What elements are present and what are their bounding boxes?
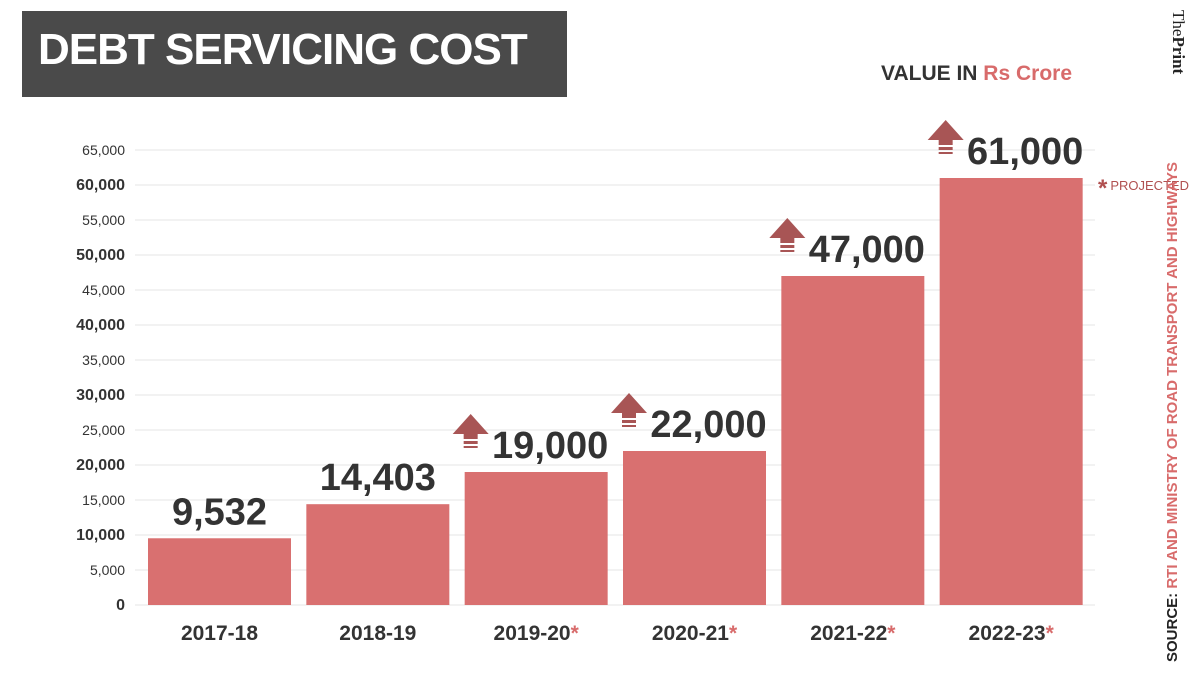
bar (939, 178, 1083, 605)
data-label: 47,000 (809, 229, 925, 271)
chart-title: DEBT SERVICING COST (38, 25, 528, 74)
y-tick-label: 30,000 (76, 387, 125, 404)
x-tick-label: 2021-22* (810, 622, 896, 645)
y-tick-label: 65,000 (82, 142, 125, 158)
increase-arrow-icon (927, 120, 964, 154)
y-tick-label: 45,000 (82, 282, 125, 298)
data-label: 61,000 (967, 131, 1083, 173)
increase-arrow-icon (769, 218, 806, 252)
data-label: 22,000 (650, 404, 766, 446)
bar (781, 276, 925, 605)
bar (148, 538, 291, 605)
y-tick-label: 35,000 (82, 352, 125, 368)
y-tick-label: 20,000 (76, 457, 125, 474)
bar (623, 451, 766, 605)
y-tick-label: 0 (116, 597, 125, 614)
x-tick-label: 2018-19 (339, 622, 416, 645)
unit-prefix: VALUE IN (881, 62, 984, 85)
bar (306, 504, 450, 605)
y-tick-label: 40,000 (76, 317, 125, 334)
projected-legend: * PROJECTED (1098, 175, 1189, 203)
x-tick-label: 2020-21* (652, 622, 738, 645)
y-tick-label: 15,000 (82, 492, 125, 508)
unit-highlight: Rs Crore (983, 62, 1072, 85)
increase-arrow-icon (611, 393, 647, 427)
data-label: 9,532 (172, 491, 267, 533)
x-tick-label: 2019-20* (494, 622, 580, 645)
increase-arrow-icon (452, 414, 489, 448)
projected-marker: * (729, 622, 738, 645)
projected-label: PROJECTED (1110, 178, 1190, 193)
y-tick-label: 60,000 (76, 177, 125, 194)
data-label: 19,000 (492, 425, 608, 467)
bar (464, 472, 608, 605)
y-tick-label: 55,000 (82, 212, 125, 228)
y-tick-label: 25,000 (82, 422, 125, 438)
projected-star: * (1098, 175, 1108, 202)
unit-label: VALUE IN Rs Crore (881, 62, 1072, 86)
y-tick-label: 10,000 (76, 527, 125, 544)
title-banner: DEBT SERVICING COST (22, 11, 567, 97)
projected-marker: * (1046, 622, 1055, 645)
projected-marker: * (571, 622, 580, 645)
projected-marker: * (887, 622, 896, 645)
x-tick-label: 2017-18 (181, 622, 258, 645)
x-tick-label: 2022-23* (969, 622, 1055, 645)
y-tick-label: 5,000 (90, 562, 125, 578)
data-label: 14,403 (320, 457, 436, 499)
y-tick-label: 50,000 (76, 247, 125, 264)
